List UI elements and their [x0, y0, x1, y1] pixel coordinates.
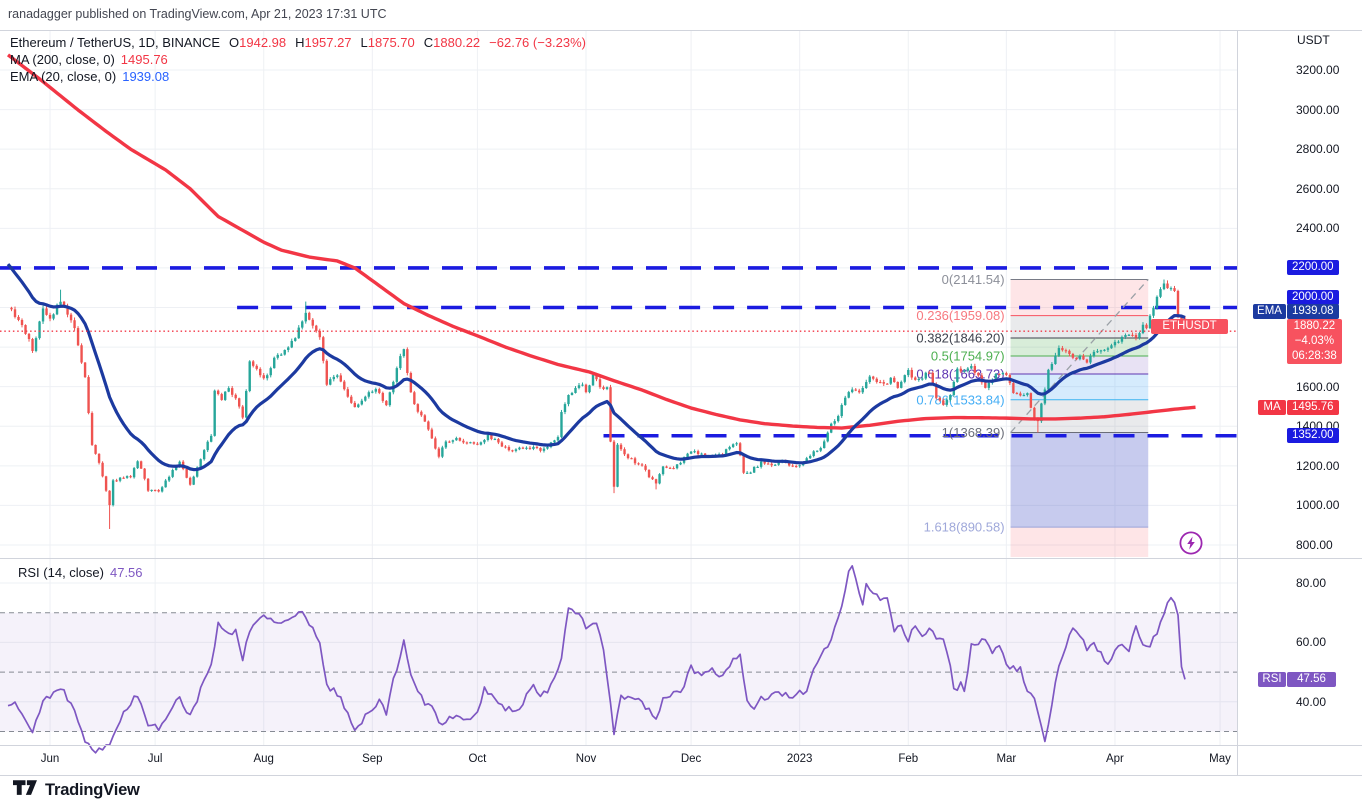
- high-value: 1957.27: [304, 35, 352, 50]
- price-tick-1000: 1000.00: [1296, 498, 1340, 513]
- ma-badge-label: MA: [1258, 399, 1286, 415]
- time-tick-Feb: Feb: [898, 753, 919, 765]
- ma-badge: 1495.76: [1287, 399, 1339, 415]
- time-tick-Dec: Dec: [680, 753, 702, 765]
- ema-badge: 1939.08: [1287, 304, 1339, 319]
- lightning-bolt-icon[interactable]: [1178, 530, 1204, 556]
- price-tick-3200: 3200.00: [1296, 63, 1340, 77]
- price-tick-800: 800.00: [1296, 538, 1333, 552]
- time-tick-Apr: Apr: [1105, 753, 1124, 765]
- ema-badge-label: EMA: [1253, 304, 1286, 319]
- time-tick-Aug: Aug: [253, 753, 274, 765]
- price-badge-1352: 1352.00: [1287, 428, 1339, 444]
- time-tick-May: May: [1209, 753, 1231, 765]
- rsi-tick-40: 40.00: [1296, 694, 1327, 709]
- low-value: 1875.70: [367, 35, 415, 50]
- time-tick-Jul: Jul: [147, 753, 163, 765]
- last-price-badge: 1880.22 −4.03% 06:28:38: [1287, 318, 1342, 364]
- time-tick-Jun: Jun: [40, 753, 60, 765]
- price-tick-1600: 1600.00: [1296, 379, 1340, 394]
- ma-label: MA (200, close, 0): [10, 52, 115, 67]
- price-tick-1200: 1200.00: [1296, 458, 1340, 473]
- change-value: −62.76 (−3.23%): [489, 35, 587, 50]
- time-tick-Oct: Oct: [468, 753, 487, 765]
- rsi-badge-label: RSI: [1258, 671, 1286, 687]
- time-tick-Nov: Nov: [575, 753, 597, 765]
- low-label: L: [360, 35, 368, 50]
- price-badge-2000: 2000.00: [1287, 290, 1339, 305]
- open-value: 1942.98: [239, 35, 287, 50]
- last-price-badge-label: ETHUSDT: [1151, 318, 1228, 334]
- axis-currency-label: USDT: [1297, 33, 1330, 47]
- price-badge-2200: 2200.00: [1287, 260, 1339, 276]
- time-tick-Sep: Sep: [362, 753, 383, 765]
- price-tick-3000: 3000.00: [1296, 102, 1340, 117]
- tradingview-logo-text: TradingView: [45, 780, 140, 799]
- rsi-legend-row[interactable]: RSI (14, close) 47.56: [18, 565, 143, 580]
- close-value: 1880.22: [433, 35, 481, 50]
- rsi-label: RSI (14, close): [18, 565, 104, 580]
- rsi-value: 47.56: [109, 565, 143, 580]
- open-label: O: [229, 35, 240, 50]
- ma-value: 1495.76: [120, 52, 168, 67]
- ema-legend-row[interactable]: EMA (20, close, 0) 1939.08: [10, 69, 169, 84]
- ema-value: 1939.08: [122, 69, 170, 84]
- time-tick-2023: 2023: [786, 753, 813, 765]
- ma-legend-row[interactable]: MA (200, close, 0) 1495.76: [10, 52, 168, 67]
- price-tick-2400: 2400.00: [1296, 221, 1340, 236]
- rsi-tick-60: 60.00: [1296, 635, 1327, 650]
- time-tick-Mar: Mar: [996, 753, 1017, 765]
- close-label: C: [423, 35, 434, 50]
- tradingview-logo[interactable]: TradingView: [13, 780, 140, 800]
- ema-label: EMA (20, close, 0): [10, 69, 117, 84]
- tradingview-logo-icon: [13, 780, 37, 795]
- price-tick-2800: 2800.00: [1296, 142, 1340, 157]
- symbol-legend-row[interactable]: Ethereum / TetherUS, 1D, BINANCE O1942.98…: [10, 35, 586, 50]
- rsi-tick-80: 80.00: [1296, 576, 1327, 590]
- symbol-title[interactable]: Ethereum / TetherUS, 1D, BINANCE: [10, 35, 221, 50]
- rsi-badge: 47.56: [1287, 671, 1336, 687]
- price-tick-2600: 2600.00: [1296, 181, 1340, 196]
- high-label: H: [295, 35, 305, 50]
